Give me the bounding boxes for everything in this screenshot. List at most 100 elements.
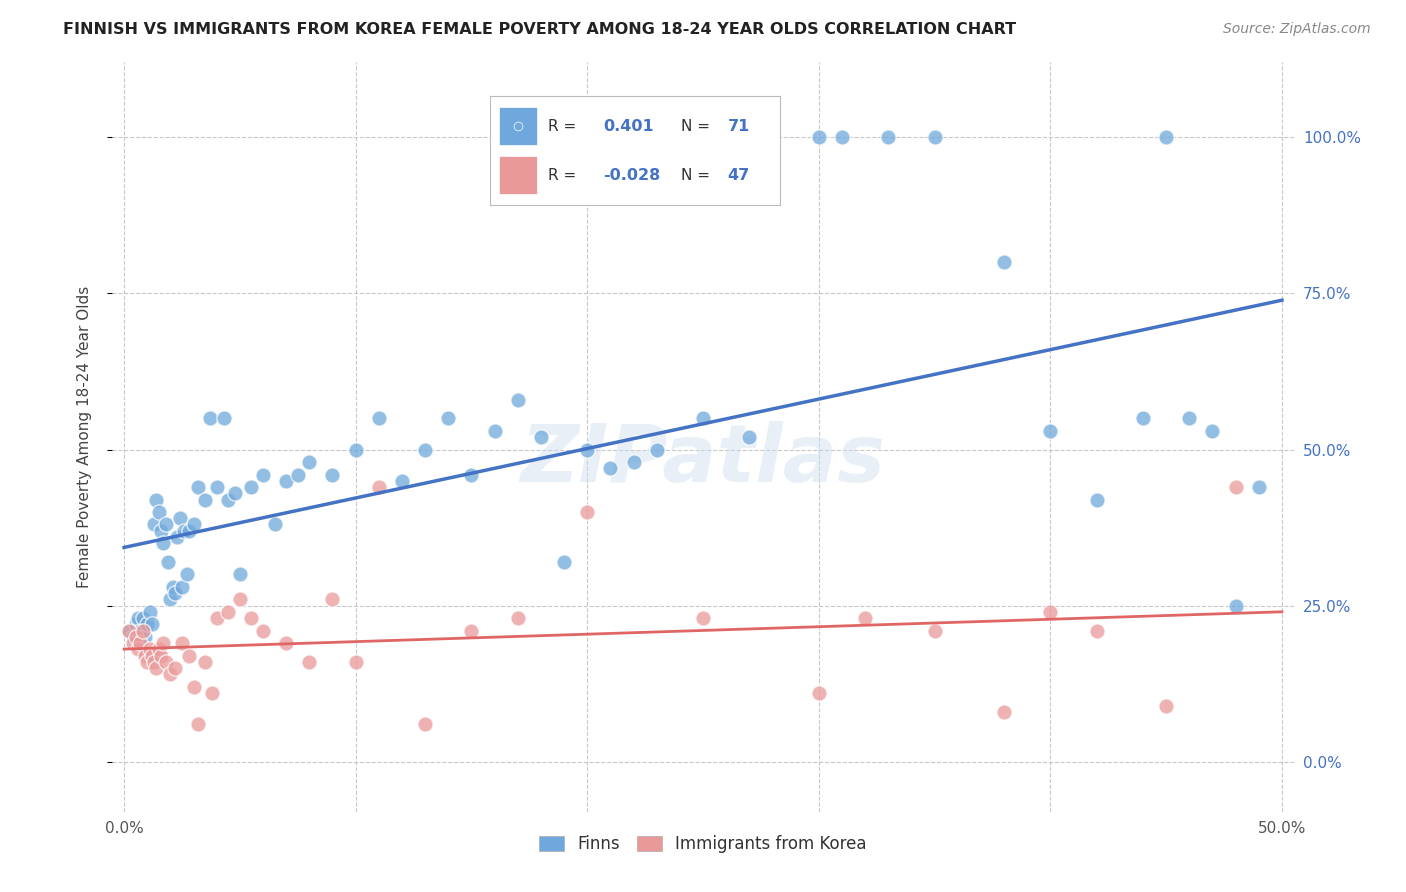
- Point: [413, 442, 436, 457]
- Point: [1154, 130, 1177, 145]
- Point: [183, 517, 205, 532]
- Point: [1132, 411, 1154, 425]
- Point: [145, 492, 167, 507]
- Point: [807, 130, 830, 145]
- Point: [118, 624, 141, 638]
- Point: [155, 517, 177, 532]
- Point: [143, 655, 166, 669]
- Point: [1247, 480, 1270, 494]
- Point: [212, 411, 235, 425]
- Point: [437, 411, 460, 425]
- Point: [692, 411, 714, 425]
- Point: [138, 642, 160, 657]
- Point: [122, 636, 145, 650]
- Point: [217, 492, 239, 507]
- Point: [1154, 698, 1177, 713]
- Point: [1178, 411, 1201, 425]
- Point: [141, 648, 163, 663]
- Point: [877, 130, 900, 145]
- Point: [159, 667, 181, 681]
- Point: [367, 411, 389, 425]
- Point: [553, 555, 575, 569]
- Point: [198, 411, 221, 425]
- Point: [1085, 492, 1108, 507]
- Text: ZIPatlas: ZIPatlas: [520, 420, 886, 499]
- Point: [131, 611, 153, 625]
- Point: [252, 467, 274, 482]
- Point: [276, 636, 298, 650]
- Point: [252, 624, 274, 638]
- Point: [924, 130, 946, 145]
- Point: [1085, 624, 1108, 638]
- Point: [506, 611, 529, 625]
- Point: [367, 480, 389, 494]
- Point: [124, 617, 146, 632]
- Point: [150, 524, 173, 538]
- Point: [224, 486, 246, 500]
- Point: [122, 630, 145, 644]
- Point: [163, 661, 186, 675]
- Point: [145, 661, 167, 675]
- Point: [993, 255, 1015, 269]
- Point: [201, 686, 224, 700]
- Point: [166, 530, 188, 544]
- Point: [134, 648, 156, 663]
- Point: [162, 580, 184, 594]
- Point: [298, 455, 321, 469]
- Point: [853, 611, 876, 625]
- Point: [240, 480, 263, 494]
- Point: [344, 655, 367, 669]
- Point: [157, 555, 180, 569]
- Legend: Finns, Immigrants from Korea: Finns, Immigrants from Korea: [533, 829, 873, 860]
- Point: [460, 624, 482, 638]
- Point: [127, 611, 149, 625]
- Point: [924, 624, 946, 638]
- Point: [576, 505, 599, 519]
- Point: [127, 642, 149, 657]
- Point: [159, 592, 181, 607]
- Point: [187, 480, 209, 494]
- Point: [138, 605, 160, 619]
- Point: [506, 392, 529, 407]
- Point: [217, 605, 239, 619]
- Text: FINNISH VS IMMIGRANTS FROM KOREA FEMALE POVERTY AMONG 18-24 YEAR OLDS CORRELATIO: FINNISH VS IMMIGRANTS FROM KOREA FEMALE …: [63, 22, 1017, 37]
- Point: [993, 705, 1015, 719]
- Point: [460, 467, 482, 482]
- Point: [623, 455, 645, 469]
- Point: [148, 642, 170, 657]
- Point: [1039, 424, 1062, 438]
- Point: [183, 680, 205, 694]
- Point: [205, 611, 228, 625]
- Point: [276, 474, 298, 488]
- Point: [143, 517, 166, 532]
- Point: [136, 655, 159, 669]
- Point: [131, 624, 153, 638]
- Point: [1201, 424, 1223, 438]
- Point: [1225, 480, 1247, 494]
- Point: [599, 461, 621, 475]
- Point: [1225, 599, 1247, 613]
- Point: [169, 511, 191, 525]
- Point: [170, 580, 193, 594]
- Point: [240, 611, 263, 625]
- Point: [321, 592, 343, 607]
- Point: [692, 611, 714, 625]
- Point: [229, 592, 252, 607]
- Point: [263, 517, 285, 532]
- Point: [287, 467, 309, 482]
- Point: [148, 505, 170, 519]
- Point: [150, 648, 173, 663]
- Y-axis label: Female Poverty Among 18-24 Year Olds: Female Poverty Among 18-24 Year Olds: [77, 286, 91, 588]
- Point: [205, 480, 228, 494]
- Point: [484, 424, 506, 438]
- Text: Source: ZipAtlas.com: Source: ZipAtlas.com: [1223, 22, 1371, 37]
- Point: [118, 624, 141, 638]
- Point: [391, 474, 413, 488]
- Point: [134, 630, 156, 644]
- Point: [413, 717, 436, 731]
- Point: [124, 630, 146, 644]
- Point: [576, 442, 599, 457]
- Point: [831, 130, 853, 145]
- Point: [155, 655, 177, 669]
- Point: [152, 536, 174, 550]
